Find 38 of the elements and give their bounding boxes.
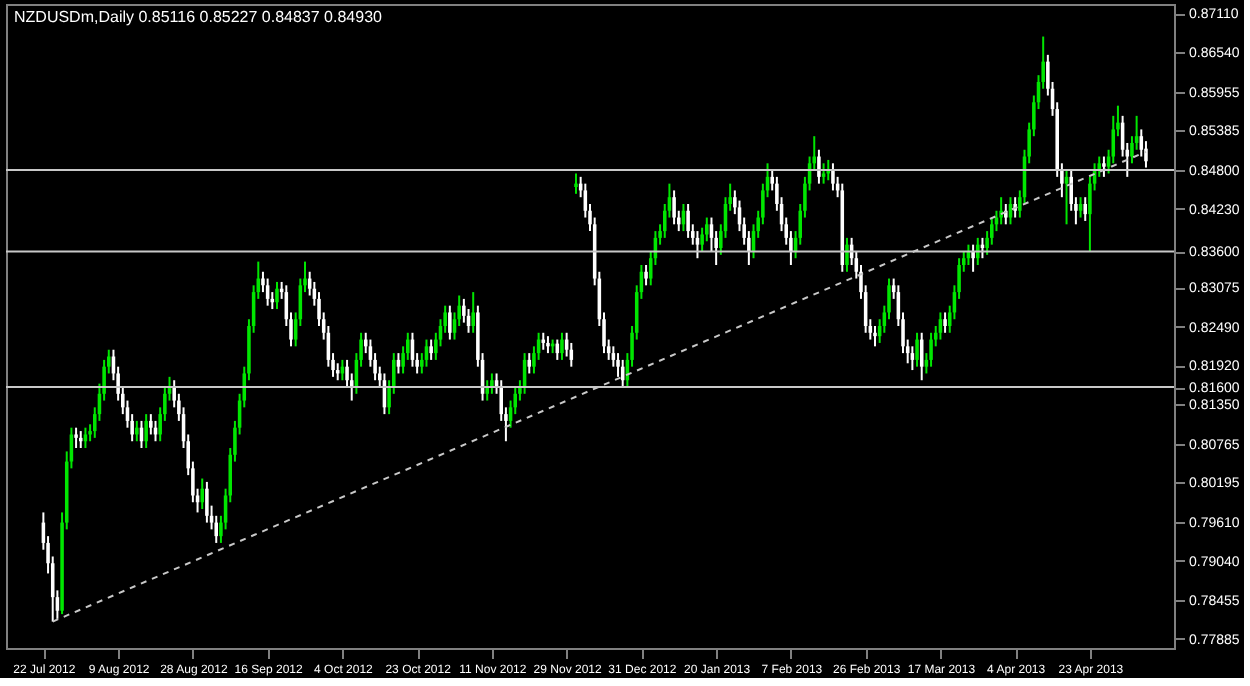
candlestick [976, 236, 980, 266]
candlestick [448, 304, 452, 341]
candlestick [821, 162, 826, 185]
candlestick [705, 216, 709, 243]
candlestick [700, 226, 704, 253]
candlestick [275, 280, 279, 311]
candlestick [485, 379, 489, 402]
candlestick [845, 236, 849, 273]
candlestick [1083, 196, 1088, 222]
candlestick [831, 162, 835, 192]
candlestick [135, 419, 139, 443]
candlestick [672, 189, 676, 226]
candlestick [1102, 155, 1106, 178]
candlestick [490, 372, 494, 395]
candlestick [149, 413, 153, 436]
candlestick [943, 311, 947, 334]
candlestick [644, 263, 648, 287]
candlestick [200, 477, 204, 511]
chart-title: NZDUSDm,Daily 0.85116 0.85227 0.84837 0.84930 [14, 8, 384, 26]
candlestick [999, 196, 1003, 226]
candlestick [214, 514, 219, 544]
candlestick [527, 352, 532, 375]
candlestick [144, 413, 148, 450]
candlestick [429, 338, 433, 361]
candlestick [616, 352, 620, 378]
candlestick [686, 202, 690, 239]
candlestick [929, 331, 933, 368]
candlestick [1111, 114, 1116, 165]
candlestick [205, 480, 209, 524]
candlestick [74, 426, 78, 450]
candlestick [560, 331, 564, 361]
candlestick [471, 291, 475, 334]
candlestick [971, 243, 975, 273]
candlestick [873, 325, 877, 348]
candlestick [1004, 202, 1008, 226]
candlestick [817, 148, 821, 185]
candlestick [574, 172, 578, 195]
candlestick [915, 331, 919, 368]
